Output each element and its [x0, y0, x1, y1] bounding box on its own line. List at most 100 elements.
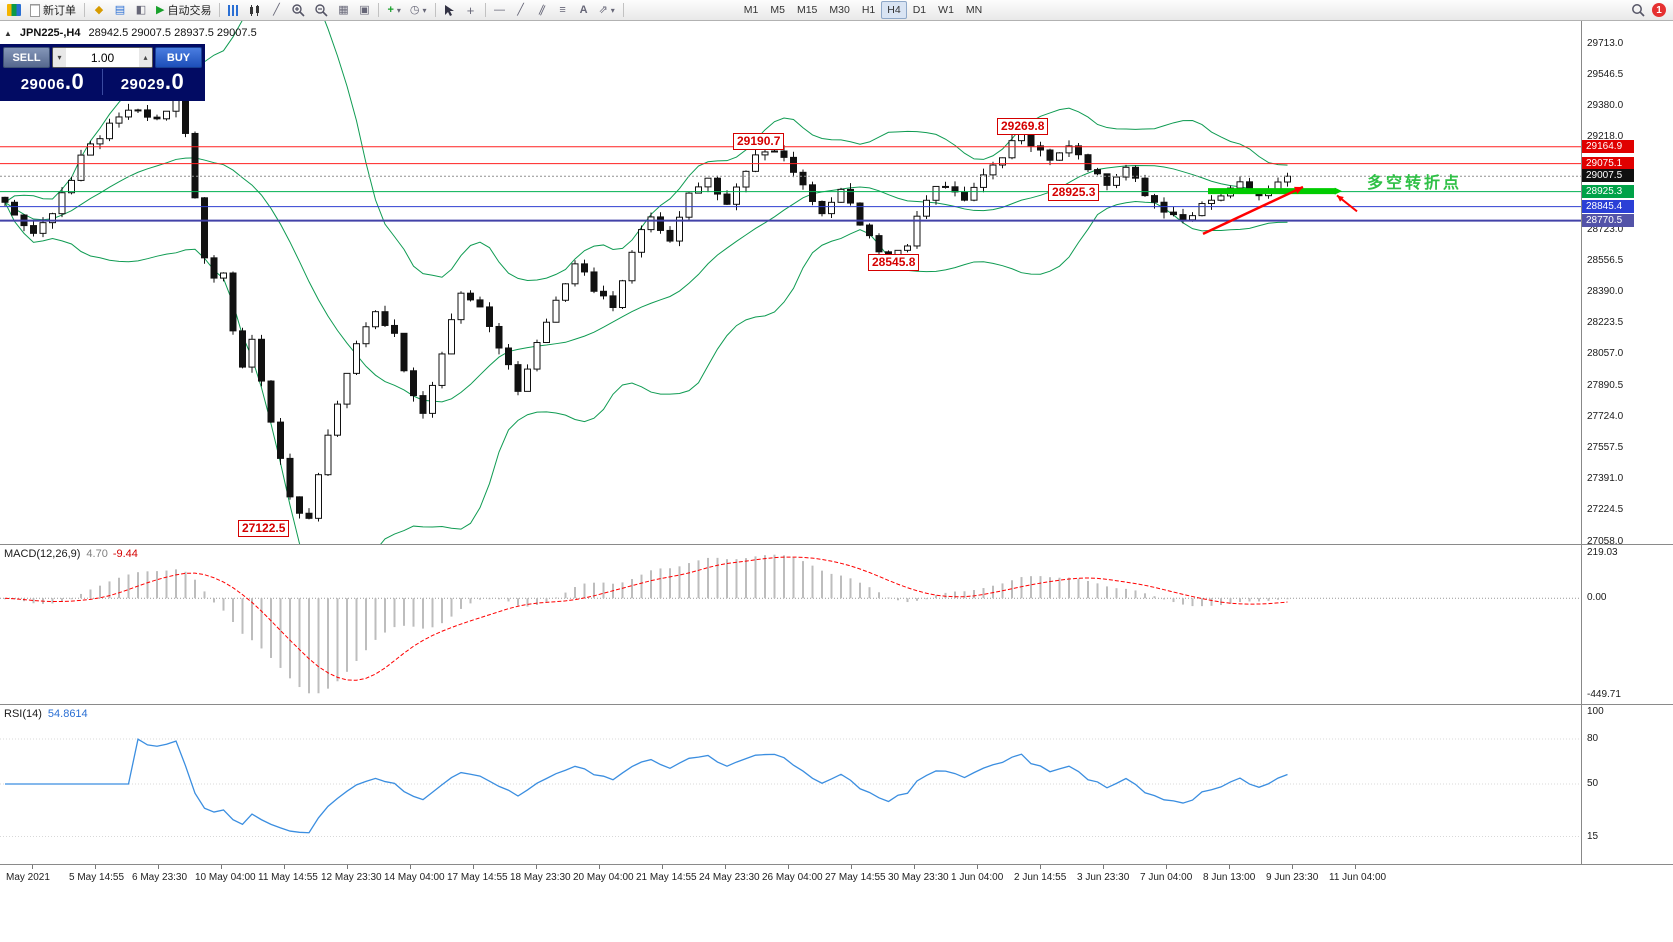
- macd-canvas[interactable]: [0, 545, 1581, 703]
- volume-input[interactable]: [66, 48, 139, 67]
- price-annotation[interactable]: 28545.8: [868, 253, 920, 271]
- macd-axis[interactable]: 219.03 0.00 -449.71: [1581, 545, 1673, 704]
- price-axis-label: 27557.5: [1587, 441, 1624, 453]
- macd-signal-line: [4, 556, 1288, 681]
- volume-increase-button[interactable]: ▴: [139, 48, 152, 67]
- play-icon: ▶: [156, 3, 165, 16]
- fibonacci-tool[interactable]: ≡: [553, 1, 573, 19]
- sell-button[interactable]: SELL: [3, 47, 50, 68]
- time-label: 10 May 04:00: [195, 872, 256, 883]
- time-tick: [1229, 865, 1230, 869]
- time-tick: [473, 865, 474, 869]
- price-axis-label: 28057.0: [1587, 348, 1624, 360]
- timeframe-mn[interactable]: MN: [965, 4, 983, 16]
- time-label: 18 May 23:30: [510, 872, 571, 883]
- arrows-tool[interactable]: ⇗ ▾: [595, 1, 619, 19]
- horizontal-line-icon: —: [494, 3, 506, 16]
- autotrading-button[interactable]: ▶ 自动交易: [152, 1, 215, 19]
- time-tick: [284, 865, 285, 869]
- timeframe-m30[interactable]: M30: [829, 4, 850, 16]
- rsi-canvas[interactable]: [0, 705, 1581, 863]
- chevron-down-icon: ▾: [610, 5, 615, 15]
- timeframe-h4[interactable]: H4: [881, 1, 907, 19]
- time-tick: [1292, 865, 1293, 869]
- line-chart-icon[interactable]: ╱: [273, 3, 280, 16]
- periods-dropdown[interactable]: ◷ ▾: [406, 1, 431, 19]
- crosshair-tool[interactable]: +: [461, 1, 481, 19]
- trendline-tool[interactable]: ╱: [511, 1, 531, 19]
- time-tick: [1355, 865, 1356, 869]
- volume-decrease-button[interactable]: ▾: [53, 48, 66, 67]
- buy-button[interactable]: BUY: [155, 47, 202, 68]
- one-click-toggle[interactable]: ▲: [4, 28, 12, 38]
- macd-axis-zero: 0.00: [1587, 592, 1607, 604]
- timeframe-m15[interactable]: M15: [796, 4, 818, 16]
- app-icon[interactable]: [3, 1, 25, 19]
- price-axis[interactable]: 29713.0 29546.5 29380.0 29218.0 28723.0 28556…: [1581, 21, 1673, 547]
- cursor-tool[interactable]: [440, 1, 460, 19]
- price-badge: 28845.4: [1582, 199, 1634, 213]
- cascade-windows-icon[interactable]: ▣: [359, 3, 370, 16]
- navigator-icon[interactable]: ◧: [135, 3, 147, 16]
- time-label: 1 Jun 04:00: [951, 872, 1004, 883]
- clock-icon: ◷: [409, 3, 420, 16]
- bar-chart-icon[interactable]: [224, 1, 244, 19]
- rsi-label: RSI(14) 54.8614: [4, 708, 88, 720]
- time-tick: [32, 865, 33, 869]
- new-order-button[interactable]: 新订单: [26, 1, 80, 19]
- rsi-axis-label: 80: [1587, 733, 1599, 744]
- time-label: 2 Jun 14:55: [1014, 872, 1067, 883]
- turning-point-note[interactable]: 多空转折点: [1367, 175, 1463, 193]
- price-annotation[interactable]: 28925.3: [1048, 184, 1100, 202]
- time-tick: [95, 865, 96, 869]
- time-tick: [221, 865, 222, 869]
- zoom-in-icon[interactable]: [287, 1, 309, 19]
- notification-badge[interactable]: 1: [1652, 3, 1666, 17]
- fibonacci-icon: ≡: [559, 3, 566, 16]
- market-watch-icon[interactable]: ◆: [94, 3, 104, 16]
- rsi-axis[interactable]: 100 80 50 15: [1581, 705, 1673, 864]
- main-chart-canvas[interactable]: [0, 21, 1581, 544]
- price-badge: 29007.5: [1582, 169, 1634, 183]
- price-annotation[interactable]: 27122.5: [238, 520, 290, 538]
- time-axis[interactable]: May 2021 5 May 14:55 6 May 23:30 10 May 04:…: [0, 865, 1673, 891]
- candlestick-chart-icon[interactable]: [245, 1, 265, 19]
- price-annotation[interactable]: 29269.8: [997, 118, 1049, 136]
- price-annotation[interactable]: 29190.7: [733, 132, 785, 150]
- time-label: 9 Jun 23:30: [1266, 872, 1319, 883]
- time-label: 5 May 14:55: [69, 872, 125, 883]
- main-chart-panel: 29713.0 29546.5 29380.0 29218.0 28723.0 28556…: [0, 21, 1673, 547]
- macd-label: MACD(12,26,9) 4.70 -9.44: [4, 548, 138, 560]
- timeframe-m1[interactable]: M1: [743, 4, 759, 16]
- timeframe-h1[interactable]: H1: [861, 4, 876, 16]
- separator: [622, 3, 624, 17]
- timeframe-m5[interactable]: M5: [770, 4, 785, 16]
- price-axis-label: 27224.5: [1587, 504, 1624, 516]
- time-label: 14 May 04:00: [384, 872, 445, 883]
- hline-tool[interactable]: —: [490, 1, 510, 19]
- bollinger-lower: [4, 200, 1288, 544]
- text-tool[interactable]: A: [574, 1, 594, 19]
- time-label: 8 Jun 13:00: [1203, 872, 1256, 883]
- macd-panel: 219.03 0.00 -449.71 MACD(12,26,9) 4.70 -9.…: [0, 545, 1673, 705]
- divider: [102, 69, 103, 95]
- timeframe-d1[interactable]: D1: [912, 4, 927, 16]
- time-tick: [788, 865, 789, 869]
- zoom-out-icon[interactable]: [310, 1, 332, 19]
- time-label: 30 May 23:30: [888, 872, 949, 883]
- volume-box: ▾ ▴: [52, 47, 153, 68]
- rsi-panel: 100 80 50 15 RSI(14) 54.8614: [0, 705, 1673, 865]
- timeframe-w1[interactable]: W1: [938, 4, 954, 16]
- tile-windows-icon[interactable]: ▦: [338, 3, 349, 16]
- time-tick: [1166, 865, 1167, 869]
- time-label: May 2021: [6, 872, 50, 883]
- price-axis-label: 28556.5: [1587, 254, 1624, 266]
- channel-tool[interactable]: ∥: [532, 1, 552, 19]
- red-trendline[interactable]: [1202, 185, 1304, 236]
- add-indicator-button[interactable]: + ▾: [387, 3, 401, 16]
- price-axis-label: 29546.5: [1587, 69, 1624, 81]
- time-tick: [158, 865, 159, 869]
- data-window-icon[interactable]: ▤: [114, 3, 126, 16]
- search-button[interactable]: [1627, 1, 1649, 19]
- time-tick: [347, 865, 348, 869]
